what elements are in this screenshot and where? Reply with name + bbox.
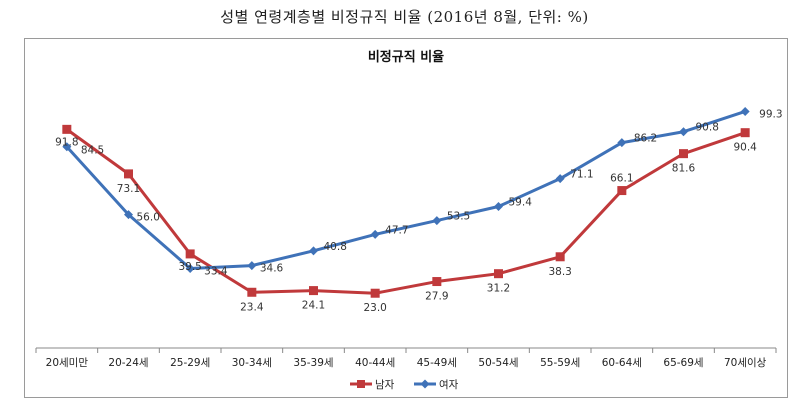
data-label-female: 86.2 <box>634 133 657 145</box>
data-labels-layer: 91.8 73.1 39.5 23.4 24.1 23.0 27.9 31.2 38.3 66.1… <box>55 108 782 314</box>
x-tick-label: 70세이상 <box>724 357 767 369</box>
x-tick-label: 30-34세 <box>232 357 272 369</box>
x-tick-label: 20세미만 <box>46 357 89 369</box>
page-title: 성별 연령계층별 비정규직 비율 (2016년 8월, 단위: %) <box>220 8 589 26</box>
chart-axes: 20세미만 20-24세 25-29세 30-34세 35-39세 40-44세 45-49… <box>35 347 777 369</box>
data-label-male: 23.4 <box>240 301 264 313</box>
legend-label-male: 남자 <box>375 379 395 391</box>
data-point-male <box>247 287 257 297</box>
x-tick-label: 25-29세 <box>170 357 210 369</box>
data-label-female: 90.8 <box>696 122 719 134</box>
data-point-female <box>124 210 133 220</box>
data-point-male <box>494 269 503 279</box>
data-label-female: 47.7 <box>385 224 408 236</box>
data-point-female <box>62 142 72 152</box>
data-point-female <box>494 202 503 212</box>
line-chart: 비정규직 비율 20세미만 20-24세 25-29세 30-34세 35-39세 40-… <box>35 49 783 391</box>
data-point-female <box>617 138 627 148</box>
data-point-male <box>432 277 442 287</box>
legend-marker-female <box>420 379 430 389</box>
data-point-female <box>370 229 380 239</box>
data-point-female <box>247 261 257 271</box>
series-line-female <box>65 110 746 270</box>
x-tick-label: 65-69세 <box>663 357 703 369</box>
legend-marker-male <box>357 380 365 388</box>
data-label-female: 56.0 <box>137 212 160 224</box>
data-point-female <box>679 127 688 137</box>
x-tick-label: 40-44세 <box>355 357 395 369</box>
series-layer <box>62 106 750 298</box>
data-point-male <box>124 169 133 179</box>
data-point-male <box>185 249 195 259</box>
chart-legend: 남자 여자 <box>350 379 459 391</box>
x-tick-label: 60-64세 <box>602 357 642 369</box>
data-point-male <box>370 288 380 298</box>
data-label-male: 91.8 <box>55 136 78 148</box>
series-line-male <box>65 128 746 295</box>
data-label-male: 27.9 <box>425 291 448 303</box>
x-tick-label: 55-59세 <box>540 357 580 369</box>
data-label-female: 99.3 <box>759 108 782 120</box>
data-point-male <box>679 149 688 159</box>
data-label-female: 33.4 <box>204 265 228 277</box>
data-point-female <box>740 106 750 116</box>
data-label-female: 40.8 <box>324 241 347 253</box>
data-point-male <box>309 286 318 296</box>
data-label-female: 59.4 <box>509 197 533 209</box>
data-label-female: 84.5 <box>81 145 104 157</box>
data-point-female <box>185 263 195 273</box>
data-point-female <box>432 216 442 226</box>
data-label-male: 81.6 <box>672 163 696 175</box>
data-label-female: 53.5 <box>447 211 470 223</box>
data-label-male: 23.0 <box>363 302 386 314</box>
data-label-male: 39.5 <box>178 261 201 273</box>
data-label-male: 66.1 <box>610 173 633 185</box>
data-label-male: 24.1 <box>302 300 325 312</box>
x-tick-label: 20-24세 <box>108 357 148 369</box>
data-point-male <box>617 186 627 196</box>
chart-frame <box>24 38 788 398</box>
data-label-male: 31.2 <box>487 283 510 295</box>
data-point-male <box>555 252 565 262</box>
data-label-male: 38.3 <box>548 266 571 278</box>
data-point-female <box>309 246 318 256</box>
x-tick-label: 45-49세 <box>417 357 457 369</box>
legend-label-female: 여자 <box>439 379 459 391</box>
data-label-male: 73.1 <box>117 183 140 195</box>
data-label-male: 90.4 <box>733 142 757 154</box>
data-point-female <box>555 174 565 184</box>
chart-title: 비정규직 비율 <box>368 49 444 65</box>
data-point-male <box>62 124 72 134</box>
data-label-female: 71.1 <box>570 169 593 181</box>
x-tick-label: 50-54세 <box>478 357 518 369</box>
data-label-female: 34.6 <box>260 263 284 275</box>
x-tick-label: 35-39세 <box>293 357 333 369</box>
data-point-male <box>740 128 750 138</box>
